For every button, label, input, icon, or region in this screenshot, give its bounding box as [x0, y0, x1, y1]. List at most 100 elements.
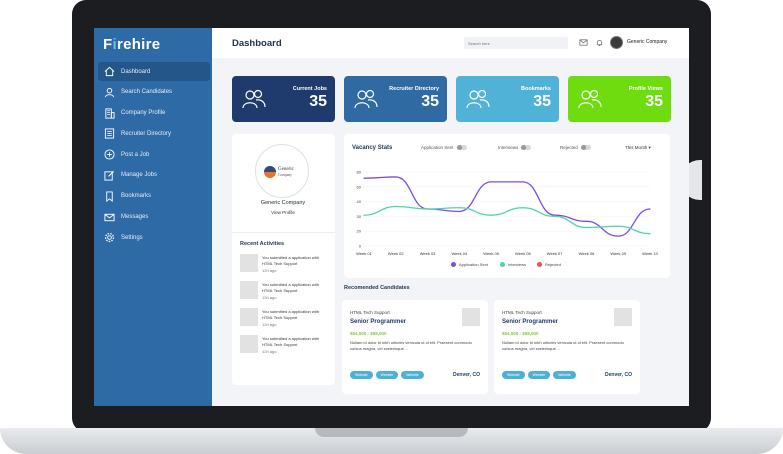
data-point	[490, 181, 492, 183]
x-tick-label: Week 05	[483, 251, 499, 256]
stat-card-bookmarks[interactable]: Bookmarks 35	[456, 76, 559, 122]
line-chart: 0 20 30 40 60 80 Week 01 Week 02 Week 03 Week 04…	[356, 170, 658, 257]
toggle-switch[interactable]	[580, 145, 591, 150]
data-point	[522, 207, 524, 209]
activity-time: 12h ago	[262, 268, 277, 273]
search-input[interactable]	[464, 37, 568, 49]
sidebar-item-manage-jobs[interactable]: Manage Jobs	[98, 166, 210, 185]
profile-card: Generic Company Generic Company View Pro…	[232, 134, 335, 385]
sidebar-item-recruiter-directory[interactable]: Recruiter Directory	[98, 124, 210, 143]
legend-application-sent: Application Sent	[451, 262, 488, 267]
gear-icon	[104, 232, 115, 243]
filter-application-sent[interactable]: Application Sent	[421, 145, 467, 150]
mail-icon[interactable]	[579, 38, 588, 47]
sidebar-item-label: Settings	[121, 234, 143, 241]
candidate-card[interactable]: HTML Tech Support Senior Programmer $54,…	[494, 300, 640, 394]
laptop-base	[0, 428, 783, 454]
tag[interactable]: Website	[401, 371, 424, 379]
data-point	[363, 177, 365, 179]
y-axis-ticks: 0 20 30 40 60 80	[357, 170, 362, 249]
period-select[interactable]: This Month ▾	[625, 145, 651, 150]
header-company-name[interactable]: Generic Company	[627, 39, 668, 45]
list-item[interactable]: You submitted a application with HTML Te…	[240, 308, 330, 328]
app-logo[interactable]: Firehire	[103, 36, 160, 53]
activity-text: You submitted a application with HTML Te…	[262, 255, 319, 266]
candidate-salary: $54,000 - $58,000	[350, 331, 387, 336]
tag[interactable]: Website	[553, 371, 576, 379]
sidebar-item-company-profile[interactable]: Company Profile	[98, 104, 210, 123]
sidebar-item-label: Search Candidates	[121, 89, 173, 96]
activity-time: 12h ago	[262, 295, 277, 300]
list-item[interactable]: You submitted a application with HTML Te…	[240, 281, 330, 301]
app-screen: Firehire Dashboard Search Candidates Com…	[94, 28, 689, 406]
logo-line-1: Generic	[278, 167, 295, 172]
laptop-notch	[315, 428, 468, 437]
y-tick-label: 40	[357, 199, 362, 204]
tag[interactable]: Website	[375, 371, 399, 379]
candidate-image	[462, 308, 480, 326]
filter-rejected[interactable]: Rejected	[560, 145, 591, 150]
sidebar-item-dashboard[interactable]: Dashboard	[98, 62, 210, 81]
candidate-description: Nullam id dolor id nibh ultricies vehicu…	[350, 340, 472, 351]
sidebar-item-label: Recruiter Directory	[121, 130, 172, 137]
sidebar-item-label: Messages	[121, 214, 149, 221]
legend-label: Application Sent	[459, 262, 488, 267]
legend-swatch	[500, 262, 505, 267]
sidebar-item-search-candidates[interactable]: Search Candidates	[98, 83, 210, 102]
sidebar-item-settings[interactable]: Settings	[98, 228, 210, 247]
list-item[interactable]: You submitted a application with HTML Te…	[240, 335, 330, 355]
candidate-role[interactable]: Senior Programmer	[502, 319, 559, 325]
profile-company-name: Generic Company	[260, 200, 306, 206]
plus-circle-icon	[104, 149, 115, 160]
stat-value: 35	[309, 93, 327, 110]
x-tick-label: Week 01	[356, 251, 372, 256]
logo-line-2: Company	[278, 173, 292, 177]
toggle-switch[interactable]	[521, 145, 532, 150]
data-point	[617, 235, 619, 237]
tag[interactable]: Website	[350, 371, 373, 379]
candidate-card[interactable]: HTML Tech Support Senior Programmer $54,…	[342, 300, 488, 394]
y-tick-label: 0	[359, 244, 362, 249]
company-logo-icon: Generic Company	[264, 166, 295, 178]
data-point	[363, 214, 365, 216]
stat-label: Profile Views	[628, 86, 663, 92]
sidebar-item-bookmarks[interactable]: Bookmarks	[98, 187, 210, 206]
legend-swatch	[537, 262, 542, 267]
vacancy-stats-card: Vacancy Stats Application Sent Interview…	[344, 134, 670, 278]
filter-label: Application Sent	[421, 145, 454, 150]
toggle-switch[interactable]	[456, 145, 467, 150]
list-item[interactable]: You submitted a application with HTML Te…	[240, 254, 330, 274]
series-line	[363, 176, 651, 237]
data-point	[585, 220, 588, 222]
view-profile-link[interactable]: View Profile	[271, 210, 295, 215]
sidebar: Firehire Dashboard Search Candidates Com…	[94, 28, 212, 406]
candidate-role[interactable]: Senior Programmer	[350, 319, 407, 325]
filter-interviews[interactable]: Interviews	[498, 145, 532, 150]
sidebar-item-label: Post a Job	[121, 151, 150, 158]
sidebar-item-post-a-job[interactable]: Post a Job	[98, 145, 210, 164]
data-point	[458, 210, 460, 213]
stat-card-recruiter-directory[interactable]: Recruiter Directory 35	[344, 76, 447, 122]
tag[interactable]: Website	[527, 371, 551, 379]
bookmark-icon	[104, 191, 115, 202]
sidebar-item-messages[interactable]: Messages	[98, 208, 210, 227]
tag[interactable]: Website	[502, 371, 525, 379]
legend-interviews: Interviews	[500, 262, 526, 267]
series-line	[363, 205, 651, 235]
sidebar-item-label: Manage Jobs	[121, 172, 158, 179]
x-tick-label: Week 02	[388, 251, 404, 256]
list-icon	[104, 128, 115, 139]
stat-card-current-jobs[interactable]: Current Jobs 35	[232, 76, 335, 122]
stat-card-profile-views[interactable]: Profile Views 35	[568, 76, 671, 122]
candidate-image	[614, 308, 632, 326]
y-tick-label: 20	[357, 229, 362, 234]
users-icon	[242, 89, 266, 109]
legend-label: Interviews	[508, 262, 527, 267]
data-point	[649, 208, 651, 210]
legend-label: Rejected	[545, 262, 561, 267]
bell-icon[interactable]	[595, 38, 604, 47]
users-icon	[466, 89, 490, 109]
stat-value: 35	[421, 93, 439, 110]
avatar[interactable]	[610, 36, 623, 49]
user-search-icon	[104, 87, 115, 98]
